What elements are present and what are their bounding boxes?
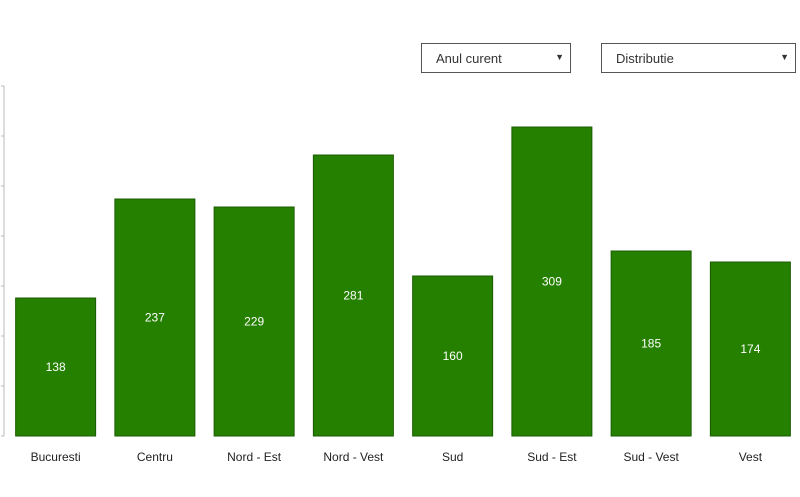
x-tick-label: Centru bbox=[137, 450, 173, 464]
caret-down-icon: ▼ bbox=[555, 52, 564, 62]
bar-value-label: 229 bbox=[244, 315, 264, 329]
caret-down-icon: ▼ bbox=[780, 52, 789, 62]
x-tick-label: Sud bbox=[442, 450, 463, 464]
bar[interactable] bbox=[213, 206, 295, 437]
x-tick-label: Nord - Vest bbox=[323, 450, 384, 464]
bar-value-label: 309 bbox=[542, 275, 562, 289]
bar[interactable] bbox=[610, 250, 692, 437]
bar-value-label: 185 bbox=[641, 337, 661, 351]
bar-value-label: 237 bbox=[145, 311, 165, 325]
mode-select[interactable]: Distributie ▼ bbox=[601, 43, 796, 73]
bar[interactable] bbox=[412, 275, 494, 437]
bar-value-label: 281 bbox=[343, 289, 363, 303]
x-tick-label: Sud - Est bbox=[527, 450, 577, 464]
bar[interactable] bbox=[114, 198, 196, 437]
bar[interactable] bbox=[709, 261, 791, 437]
period-select-value: Anul curent bbox=[436, 50, 502, 66]
y-axis bbox=[1, 85, 5, 437]
bar[interactable] bbox=[15, 297, 97, 437]
mode-select-value: Distributie bbox=[616, 50, 674, 66]
bar-value-label: 160 bbox=[443, 349, 463, 363]
category-labels: Bucuresti Centru Nord - Est Nord - Vest Sud S… bbox=[31, 450, 763, 464]
bar[interactable] bbox=[312, 154, 394, 437]
x-tick-label: Nord - Est bbox=[227, 450, 282, 464]
period-select[interactable]: Anul curent ▼ bbox=[421, 43, 571, 73]
bars bbox=[15, 126, 791, 437]
bar-value-label: 174 bbox=[740, 342, 760, 356]
x-tick-label: Vest bbox=[739, 450, 763, 464]
x-tick-label: Bucuresti bbox=[31, 450, 81, 464]
data-labels: 138 237 229 281 160 309 185 174 bbox=[46, 275, 761, 375]
bar[interactable] bbox=[511, 126, 593, 437]
bar-value-label: 138 bbox=[46, 360, 66, 374]
x-tick-label: Sud - Vest bbox=[623, 450, 679, 464]
